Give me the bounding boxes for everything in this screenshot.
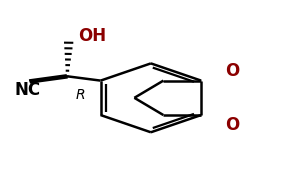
- Text: O: O: [225, 62, 239, 80]
- Text: O: O: [225, 116, 239, 134]
- Text: OH: OH: [78, 27, 106, 45]
- Text: R: R: [75, 88, 85, 102]
- Text: NC: NC: [14, 81, 40, 99]
